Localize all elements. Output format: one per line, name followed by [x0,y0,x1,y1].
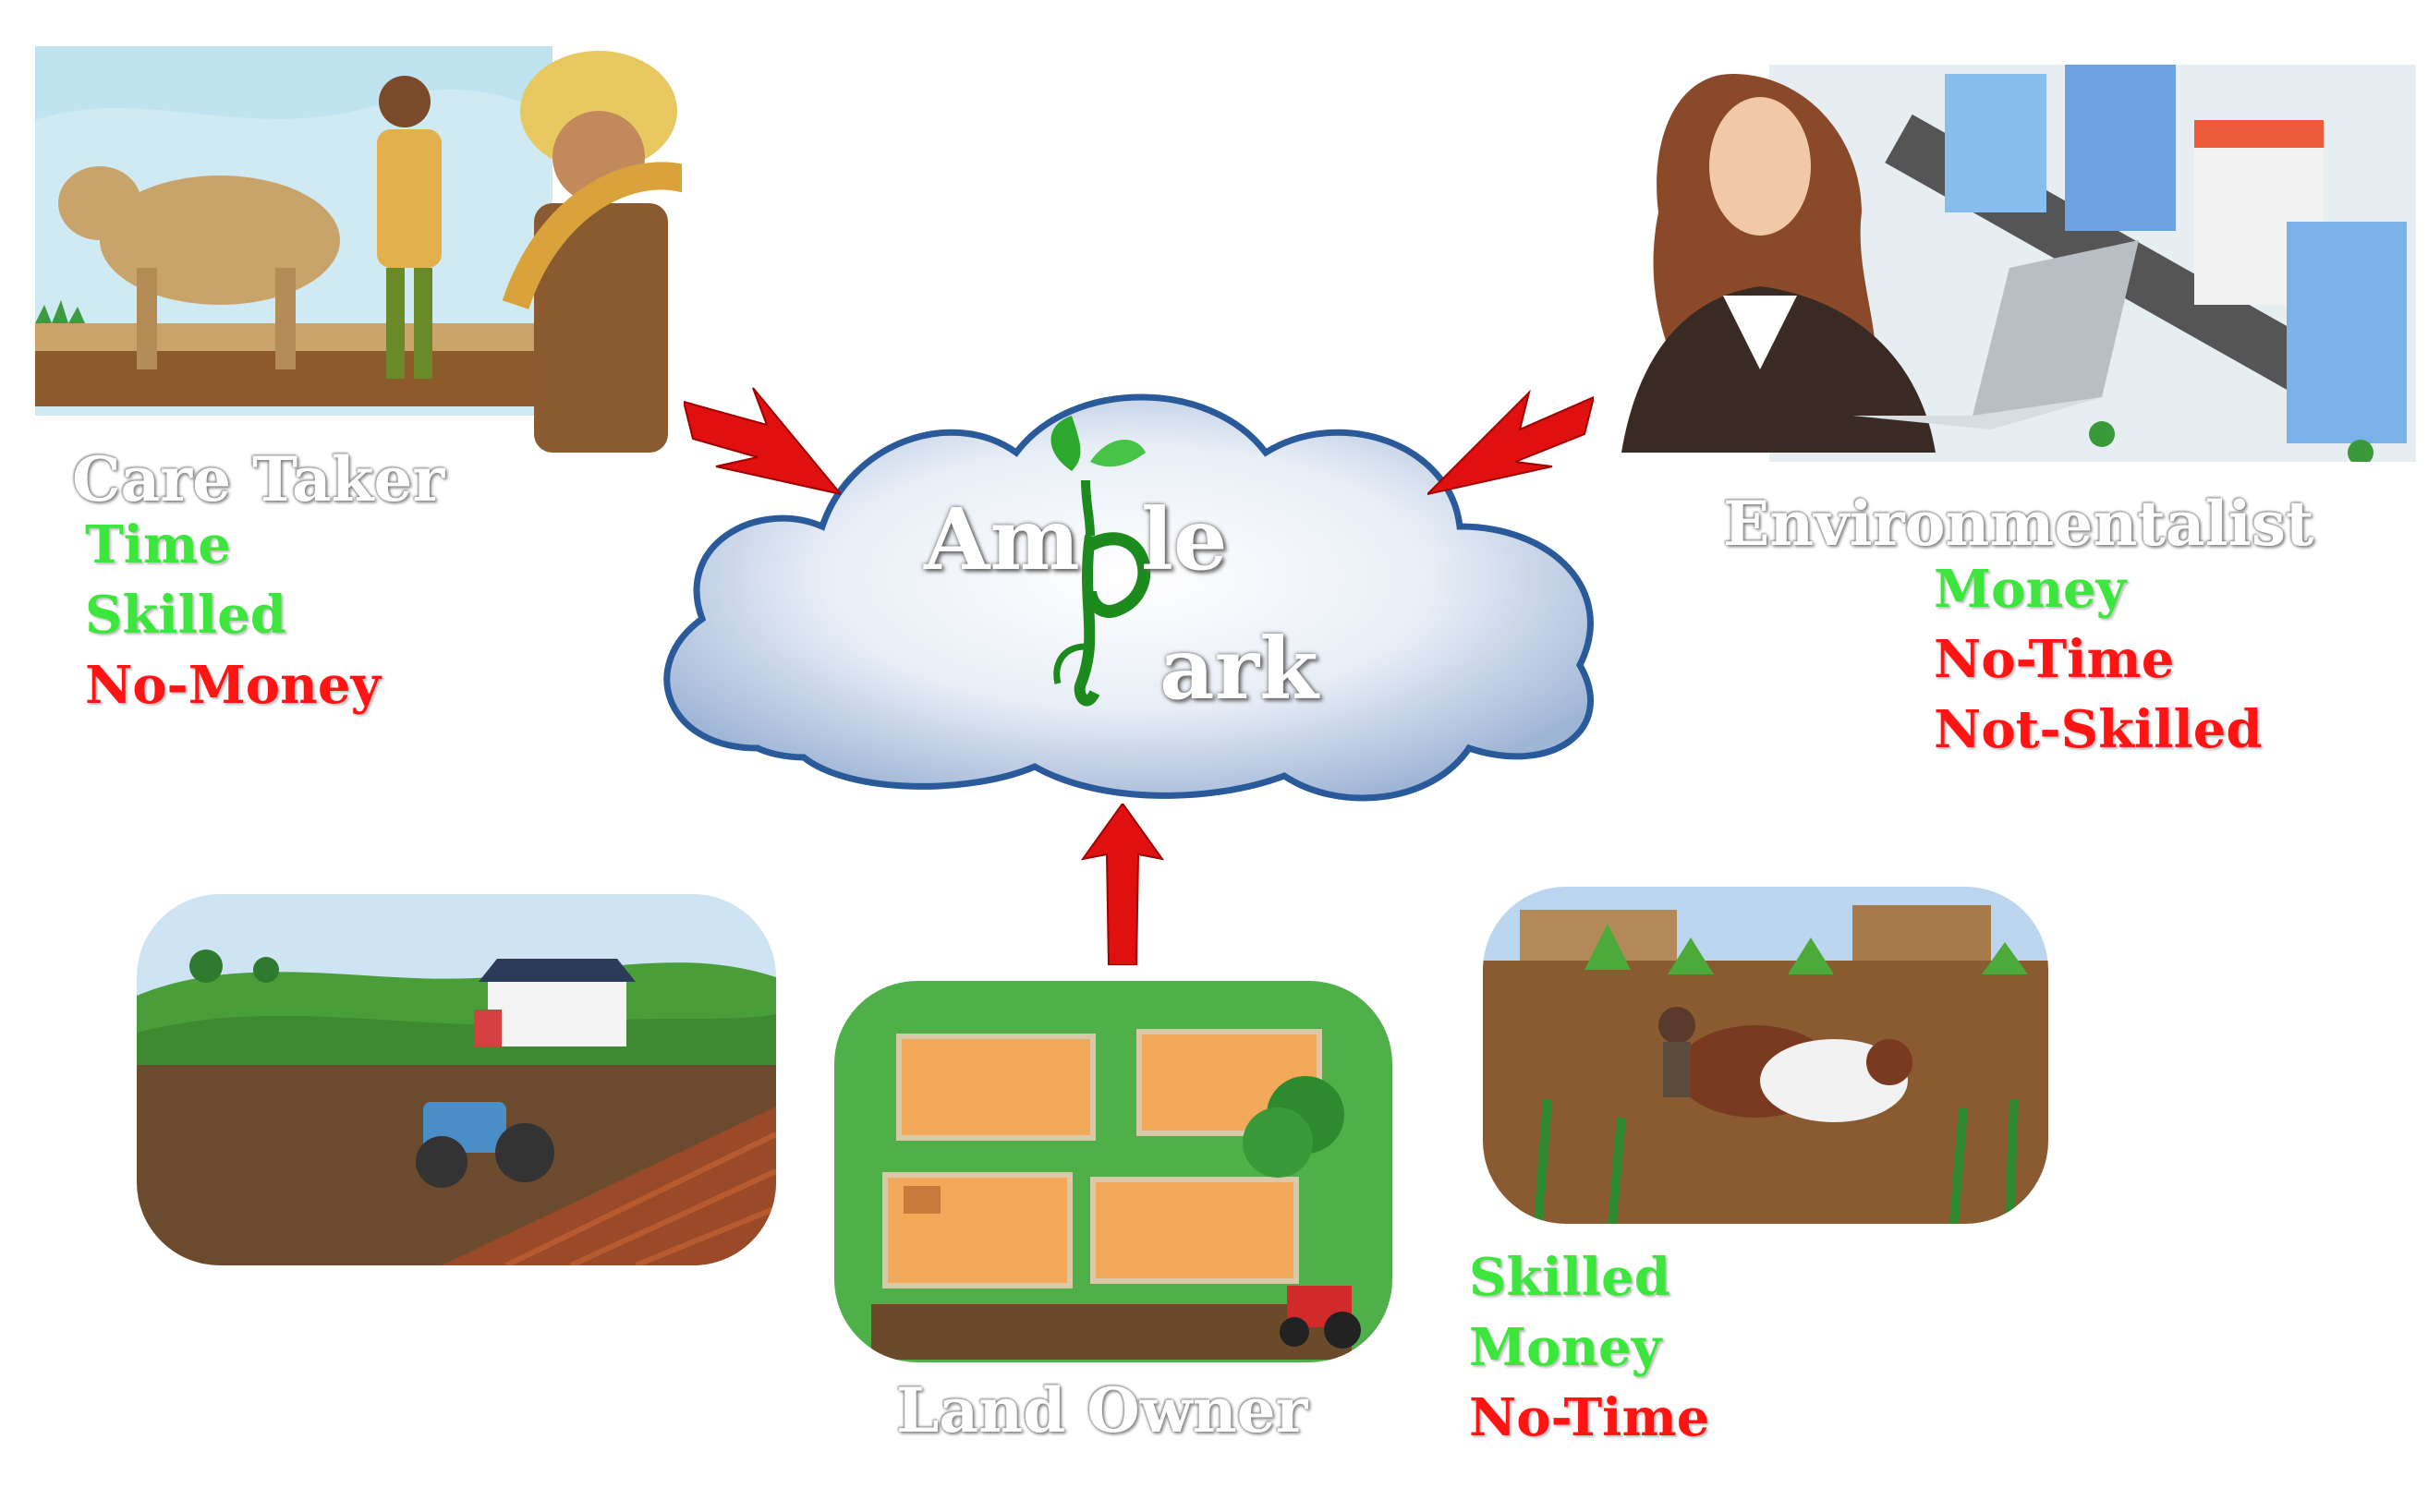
arrow-from-caretaker [684,369,841,499]
environmentalist-attr-money: Money [1934,559,2127,620]
logo-ample: Am [924,490,1080,589]
environmentalist-title-text: Environmentalist [1723,488,2314,560]
bottom-right-attributes: Skilled Money No-Time [1469,1242,1709,1453]
caretaker-attr-time: Time [85,514,231,575]
caretaker-title: Care Taker [72,443,444,515]
caretaker-attr-no-money: No-Money [85,655,382,716]
land-owner-farm-image [834,981,1392,1362]
logo-sprout-icon [1035,416,1173,720]
caretaker-illustration [35,46,682,462]
logo-text-le: le [1141,490,1228,589]
bottom-right-attr-skilled: Skilled [1469,1247,1670,1308]
caretaker-attr-skilled: Skilled [85,585,286,646]
arrow-from-environmentalist [1427,379,1594,503]
logo-text-am: Am [924,490,1080,589]
environmentalist-attr-not-skilled: Not-Skilled [1934,699,2263,760]
tractor-farm-image [137,894,776,1265]
environmentalist-illustration [1621,65,2416,462]
logo-text-ark: ark [1159,619,1318,719]
land-owner-title-text: Land Owner [896,1374,1308,1446]
bottom-right-attr-no-time: No-Time [1469,1387,1710,1448]
caretaker-attributes: Time Skilled No-Money [85,510,381,720]
ox-plough-field-image [1483,887,2048,1224]
environmentalist-title: Environmentalist [1723,488,2313,560]
bottom-right-attr-money: Money [1469,1317,1662,1378]
land-owner-title: Land Owner [896,1374,1307,1446]
arrow-from-landowner [1081,804,1164,965]
caretaker-title-text: Care Taker [72,443,445,515]
environmentalist-attr-no-time: No-Time [1934,629,2175,690]
logo-ark: ark [1159,619,1318,719]
logo-le: le [1141,490,1227,589]
environmentalist-attributes: Money No-Time Not-Skilled [1934,554,2263,765]
